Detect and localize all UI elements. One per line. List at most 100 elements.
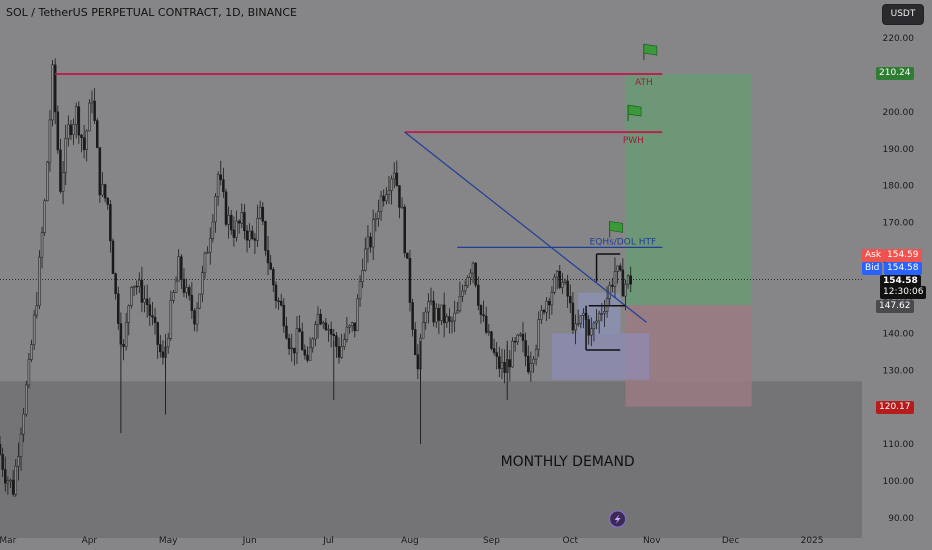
candle-body (235, 220, 238, 238)
candle-body (266, 250, 270, 264)
x-tick-label: Sep (483, 536, 500, 546)
candle-body (253, 238, 257, 241)
candle-body (456, 310, 459, 314)
candle-body (293, 347, 296, 354)
currency-button[interactable]: USDT (882, 4, 924, 25)
countdown-badge: 12:30:06 (880, 286, 927, 299)
candle-body (245, 230, 249, 241)
candle-body (403, 206, 406, 254)
candle-body (453, 312, 456, 322)
candle-body (74, 106, 78, 125)
tradingview-lightning-icon[interactable] (609, 510, 627, 528)
candle-body (306, 354, 309, 361)
candle-body (64, 138, 67, 173)
candle-body (379, 195, 383, 212)
candle-body (595, 320, 598, 324)
candle-body (324, 322, 328, 330)
candle-body (345, 326, 349, 340)
candle-body (190, 295, 194, 311)
candle-body (127, 305, 131, 323)
candle-body (495, 352, 498, 357)
candle-body (1, 453, 4, 470)
candle-body (19, 433, 23, 457)
candle-body (6, 480, 10, 484)
candle-body (72, 124, 75, 135)
candle-body (56, 111, 60, 151)
candle-body (398, 185, 401, 208)
candle-body (540, 310, 543, 320)
y-tick-label: 140.00 (883, 329, 915, 339)
candle-body (88, 102, 91, 132)
flag-cloth (643, 43, 658, 56)
current-price-badge: 154.58 (880, 275, 921, 288)
candle-body (282, 304, 286, 327)
y-tick-label: 100.00 (883, 477, 915, 487)
candle-body (285, 325, 288, 339)
candle-body (542, 310, 546, 313)
candle-body (35, 305, 39, 316)
candle-body (0, 443, 2, 455)
candle-body (161, 351, 165, 358)
candle-body (85, 130, 88, 150)
candle-body (471, 262, 475, 274)
candle-body (216, 174, 220, 197)
candle-body (135, 285, 138, 288)
candle-body (611, 284, 614, 287)
candle-body (424, 311, 427, 323)
candle-body (287, 337, 291, 349)
candle-body (311, 338, 314, 349)
candle-body (576, 323, 580, 325)
candle-body (582, 312, 585, 316)
candle-body (256, 217, 259, 241)
candle-body (319, 313, 322, 325)
candle-body (411, 302, 414, 330)
candle-body (624, 283, 627, 297)
candle-body (592, 322, 596, 330)
candle-body (203, 252, 207, 273)
candle-body (132, 285, 136, 288)
candle-body (613, 271, 617, 287)
x-tick-label: Nov (643, 536, 661, 546)
candle-body (82, 137, 86, 150)
candle-body (314, 324, 317, 340)
candle-body (327, 328, 330, 331)
candle-body (27, 359, 31, 386)
candle-body (526, 355, 530, 373)
candle-body (511, 340, 514, 368)
candle-body (277, 300, 280, 302)
flag-cloth (627, 104, 642, 117)
candle-body (500, 362, 504, 369)
candle-body (145, 298, 149, 306)
candle-body (98, 147, 102, 196)
y-tick-label: 170.00 (883, 219, 915, 229)
candle-body (30, 344, 33, 360)
candle-body (187, 287, 191, 296)
candle-body (566, 280, 569, 297)
candle-body (274, 284, 278, 301)
candle-body (463, 285, 467, 292)
candle-body (385, 194, 388, 202)
candle-body (272, 269, 275, 286)
candle-body (153, 316, 157, 323)
candle-body (211, 221, 215, 239)
ath-flag-icon (643, 43, 658, 61)
candle-body (558, 270, 562, 288)
candle-body (550, 292, 554, 306)
candle-body (392, 172, 396, 180)
candle-body (548, 300, 551, 306)
chart-title: SOL / TetherUS PERPETUAL CONTRACT, 1D, B… (6, 6, 297, 19)
candle-body (109, 204, 112, 242)
candle-body (629, 275, 632, 285)
candle-body (466, 277, 470, 287)
candle-body (182, 278, 186, 293)
x-tick-label: Aug (401, 536, 419, 546)
candle-body (571, 302, 575, 331)
candle-body (77, 106, 81, 136)
candle-body (406, 252, 409, 259)
candle-body (408, 258, 412, 303)
candle-body (124, 322, 128, 347)
candle-body (348, 325, 351, 328)
monthly-demand-zone (0, 381, 862, 538)
